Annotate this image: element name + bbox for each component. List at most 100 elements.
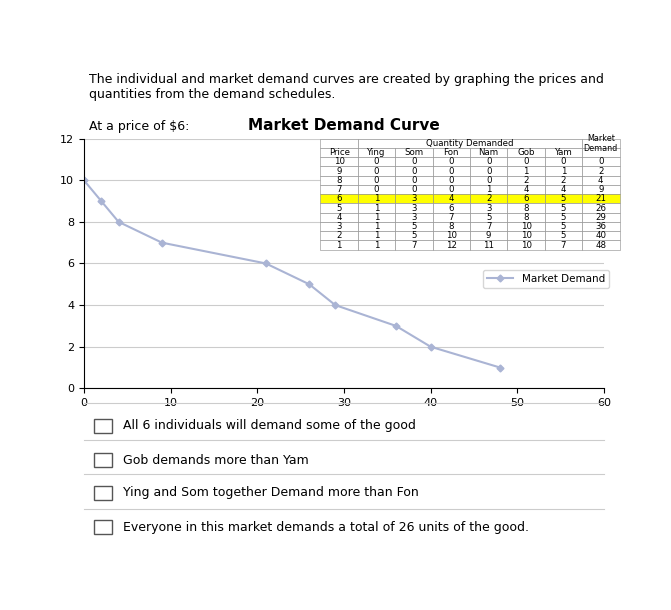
Text: 0: 0 — [486, 176, 491, 185]
FancyBboxPatch shape — [433, 185, 470, 194]
FancyBboxPatch shape — [470, 185, 507, 194]
Text: 2: 2 — [486, 195, 491, 203]
Text: 9: 9 — [336, 167, 342, 176]
FancyBboxPatch shape — [395, 203, 433, 213]
Text: 26: 26 — [595, 204, 607, 212]
FancyBboxPatch shape — [94, 418, 113, 433]
Text: 10: 10 — [521, 222, 531, 231]
Text: 40: 40 — [595, 231, 607, 240]
Text: 2: 2 — [598, 167, 603, 176]
FancyBboxPatch shape — [545, 203, 582, 213]
Text: Price: Price — [329, 148, 350, 157]
Text: 10: 10 — [521, 231, 531, 240]
Text: 1: 1 — [374, 195, 379, 203]
Text: 5: 5 — [486, 213, 491, 222]
Text: 1: 1 — [374, 240, 379, 249]
Text: 0: 0 — [486, 157, 491, 167]
FancyBboxPatch shape — [507, 185, 545, 194]
Text: 12: 12 — [446, 240, 457, 249]
Text: Everyone in this market demands a total of 26 units of the good.: Everyone in this market demands a total … — [123, 521, 529, 534]
FancyBboxPatch shape — [358, 176, 395, 185]
Text: 0: 0 — [411, 176, 417, 185]
Text: 6: 6 — [336, 195, 342, 203]
FancyBboxPatch shape — [507, 148, 545, 157]
Text: 5: 5 — [411, 222, 417, 231]
Text: 8: 8 — [523, 204, 529, 212]
FancyBboxPatch shape — [470, 148, 507, 157]
FancyBboxPatch shape — [358, 194, 395, 203]
Text: 0: 0 — [561, 157, 566, 167]
FancyBboxPatch shape — [582, 176, 619, 185]
Text: 5: 5 — [561, 195, 566, 203]
FancyBboxPatch shape — [545, 194, 582, 203]
Text: 0: 0 — [448, 157, 454, 167]
FancyBboxPatch shape — [395, 240, 433, 249]
FancyBboxPatch shape — [507, 176, 545, 185]
Text: 0: 0 — [411, 157, 417, 167]
Market Demand — [305, 281, 313, 288]
Text: 2: 2 — [336, 231, 342, 240]
Market Demand — [392, 322, 400, 329]
FancyBboxPatch shape — [582, 138, 619, 148]
Text: 3: 3 — [411, 195, 417, 203]
FancyBboxPatch shape — [545, 231, 582, 240]
FancyBboxPatch shape — [507, 231, 545, 240]
FancyBboxPatch shape — [433, 203, 470, 213]
Text: 5: 5 — [561, 213, 566, 222]
Text: Ying and Som together Demand more than Fon: Ying and Som together Demand more than F… — [123, 486, 419, 500]
Text: 3: 3 — [336, 222, 342, 231]
Text: 2: 2 — [561, 176, 566, 185]
FancyBboxPatch shape — [433, 240, 470, 249]
FancyBboxPatch shape — [507, 157, 545, 167]
FancyBboxPatch shape — [470, 231, 507, 240]
Text: 0: 0 — [374, 176, 379, 185]
Text: 10: 10 — [333, 157, 345, 167]
Text: 7: 7 — [411, 240, 417, 249]
Text: 3: 3 — [486, 204, 491, 212]
Text: 9: 9 — [486, 231, 491, 240]
Text: 1: 1 — [374, 204, 379, 212]
FancyBboxPatch shape — [545, 222, 582, 231]
FancyBboxPatch shape — [433, 148, 470, 157]
FancyBboxPatch shape — [470, 194, 507, 203]
FancyBboxPatch shape — [507, 203, 545, 213]
Line: Market Demand: Market Demand — [81, 178, 503, 370]
FancyBboxPatch shape — [507, 240, 545, 249]
Text: 5: 5 — [411, 231, 417, 240]
FancyBboxPatch shape — [358, 148, 395, 157]
Text: 21: 21 — [595, 195, 607, 203]
Text: Nam: Nam — [478, 148, 499, 157]
Text: Gob demands more than Yam: Gob demands more than Yam — [123, 454, 309, 467]
Text: 11: 11 — [483, 240, 494, 249]
FancyBboxPatch shape — [358, 213, 395, 222]
FancyBboxPatch shape — [395, 231, 433, 240]
FancyBboxPatch shape — [507, 194, 545, 203]
FancyBboxPatch shape — [433, 176, 470, 185]
Text: Gob: Gob — [517, 148, 535, 157]
Text: 0: 0 — [411, 167, 417, 176]
Text: 4: 4 — [523, 185, 529, 194]
Market Demand — [262, 260, 270, 267]
FancyBboxPatch shape — [470, 240, 507, 249]
Text: 4: 4 — [561, 185, 566, 194]
FancyBboxPatch shape — [470, 157, 507, 167]
FancyBboxPatch shape — [358, 203, 395, 213]
Text: 0: 0 — [411, 185, 417, 194]
FancyBboxPatch shape — [507, 222, 545, 231]
Text: 9: 9 — [598, 185, 603, 194]
Text: 7: 7 — [561, 240, 566, 249]
FancyBboxPatch shape — [433, 222, 470, 231]
Text: 0: 0 — [598, 157, 603, 167]
Market Demand — [331, 301, 340, 309]
FancyBboxPatch shape — [582, 185, 619, 194]
FancyBboxPatch shape — [321, 194, 358, 203]
Text: Som: Som — [405, 148, 423, 157]
FancyBboxPatch shape — [433, 231, 470, 240]
FancyBboxPatch shape — [582, 213, 619, 222]
FancyBboxPatch shape — [582, 203, 619, 213]
Text: Quantity Demanded: Quantity Demanded — [426, 138, 514, 148]
Text: 3: 3 — [411, 213, 417, 222]
FancyBboxPatch shape — [358, 185, 395, 194]
FancyBboxPatch shape — [395, 222, 433, 231]
Text: 6: 6 — [448, 204, 454, 212]
